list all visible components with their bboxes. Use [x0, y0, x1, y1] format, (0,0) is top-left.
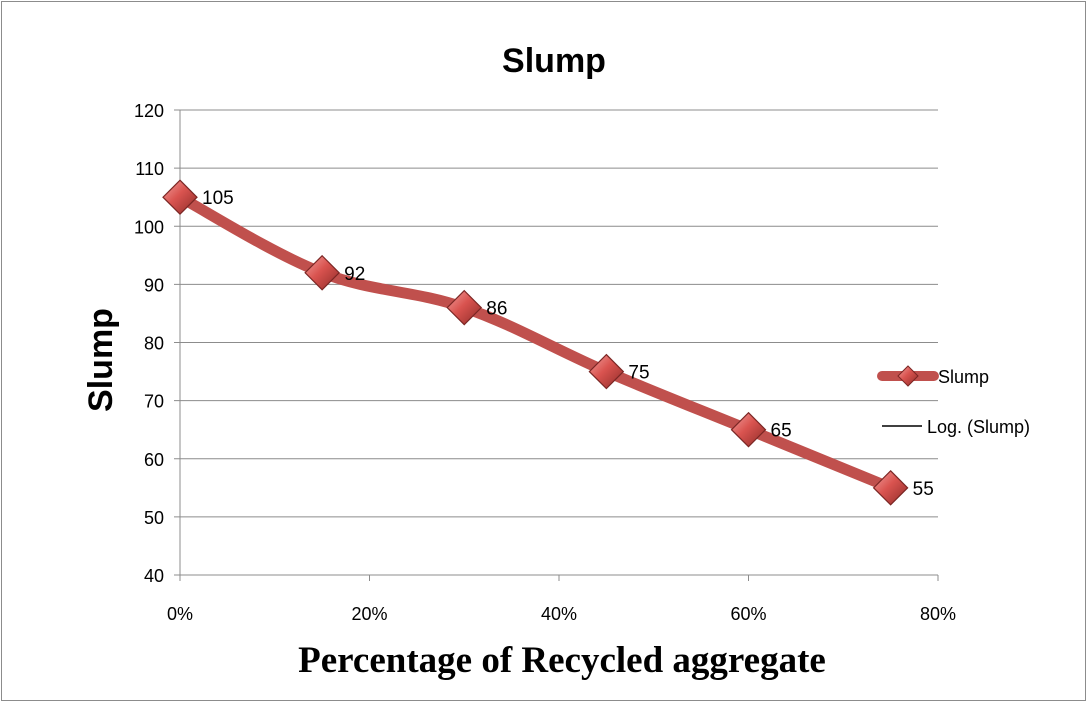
data-label: 65: [771, 421, 792, 442]
data-point-marker: [588, 353, 625, 390]
legend-label-log: Log. (Slump): [927, 417, 1030, 437]
data-point-marker: [872, 469, 909, 506]
y-tick-label: 50: [144, 508, 164, 528]
y-axis-label: Slump: [82, 308, 120, 412]
x-tick-label: 80%: [920, 604, 956, 624]
y-tick-label: 70: [144, 392, 164, 412]
data-point-marker: [162, 179, 198, 216]
x-axis-label: Percentage of Recycled aggregate: [298, 640, 826, 681]
y-tick-label: 40: [144, 566, 164, 586]
data-point-marker: [304, 254, 340, 291]
data-label: 105: [202, 188, 234, 209]
x-tick-label: 0%: [167, 604, 193, 624]
data-label: 55: [913, 479, 934, 500]
y-tick-label: 60: [144, 450, 164, 470]
y-tick-label: 110: [135, 159, 164, 179]
data-point-marker: [730, 411, 767, 448]
y-tick-label: 100: [134, 217, 164, 237]
y-tick-label: 80: [144, 334, 164, 354]
x-tick-label: 60%: [730, 604, 766, 624]
legend-marker-slump: [897, 365, 919, 387]
y-tick-label: 120: [134, 101, 164, 121]
series-line-slump: [174, 191, 897, 494]
x-tick-label: 20%: [351, 604, 387, 624]
x-tick-label: 40%: [541, 604, 577, 624]
plot-area: 40 50 60 70 80 90 100 110 120 0% 20% 40% 60% 80% 105 92…: [134, 101, 956, 624]
legend: Slump Log. (Slump): [877, 365, 1030, 437]
data-label: 75: [628, 363, 649, 384]
y-tick-label: 90: [144, 275, 164, 295]
legend-label-slump: Slump: [938, 367, 989, 387]
data-label: 86: [486, 299, 507, 320]
data-label: 92: [344, 264, 365, 285]
chart-title: Slump: [502, 42, 606, 80]
data-point-marker: [446, 289, 483, 326]
